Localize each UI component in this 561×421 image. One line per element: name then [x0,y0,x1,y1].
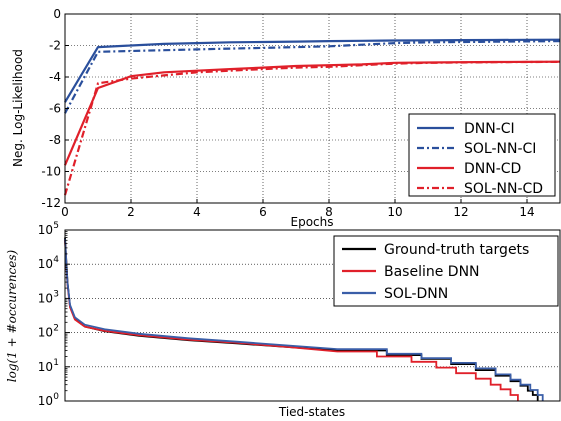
top-x-tick-label: 14 [519,205,534,219]
top-y-tick-label: -2 [49,39,61,53]
top-x-tick-label: 12 [453,205,468,219]
bottom-series-line-1 [64,240,519,401]
bottom-y-tick-label: 10 [38,394,53,408]
bottom-y-tick-exponent: 4 [53,255,59,265]
top-y-axis-label: Neg. Log-Likelihood [11,49,25,167]
legend-label-sol-nn-ci: SOL-NN-CI [464,141,536,157]
top-x-tick-label: 8 [325,205,333,219]
bottom-y-tick-exponent: 5 [53,221,59,231]
bottom-y-tick-exponent: 1 [53,358,59,368]
legend-label-baseline-dnn: Baseline DNN [384,264,480,280]
top-y-tick-label: -12 [41,196,61,210]
bottom-plot-frame [64,229,561,402]
bottom-y-tick-exponent: 0 [53,392,59,402]
top-x-tick-label: 2 [127,205,135,219]
top-y-tick-label: -10 [41,165,61,179]
bottom-legend: Ground-truth targets Baseline DNN SOL-DN… [333,235,559,307]
legend-label-ground-truth: Ground-truth targets [384,242,529,258]
bottom-y-tick-exponent: 2 [53,324,59,334]
top-legend: DNN-CI SOL-NN-CI DNN-CD SOL-NN-CD [408,113,556,197]
legend-label-sol-dnn: SOL-DNN [384,286,448,302]
top-y-tick-label: -8 [49,133,61,147]
top-x-axis-label: Epochs [291,215,334,229]
bottom-y-axis-label: log(1 + #occurences) [5,249,19,382]
bottom-y-tick-label: 10 [38,223,53,237]
legend-label-dnn-cd: DNN-CD [464,161,521,177]
top-x-tick-label: 10 [387,205,402,219]
bottom-series [64,237,544,401]
top-series-line-0 [64,38,561,103]
legend-label-dnn-ci: DNN-CI [464,121,515,137]
top-series-line-3 [63,60,561,196]
top-ticks: 0 2 4 6 8 10 12 14 -12 -10 -8 -6 -4 -2 0 [41,7,534,219]
top-y-tick-label: -6 [49,102,61,116]
bottom-y-tick-label: 10 [38,360,53,374]
bottom-y-tick-exponent: 3 [53,289,59,299]
top-x-tick-label: 6 [259,205,267,219]
bottom-y-tick-label: 10 [38,291,53,305]
top-x-tick-label: 4 [193,205,201,219]
chart-top: 0 2 4 6 8 10 12 14 -12 -10 -8 -6 -4 -2 0 Epochs Neg. L… [11,7,561,229]
top-x-tick-label: 0 [61,205,69,219]
legend-label-sol-nn-cd: SOL-NN-CD [464,181,543,197]
bottom-y-tick-label: 10 [38,326,53,340]
bottom-y-tick-label: 10 [38,257,53,271]
bottom-series-line-2 [64,238,544,401]
bottom-x-axis-label: Tied-states [278,405,345,419]
top-y-tick-label: -4 [49,70,61,84]
top-y-tick-label: 0 [53,7,61,21]
top-series [63,38,561,196]
